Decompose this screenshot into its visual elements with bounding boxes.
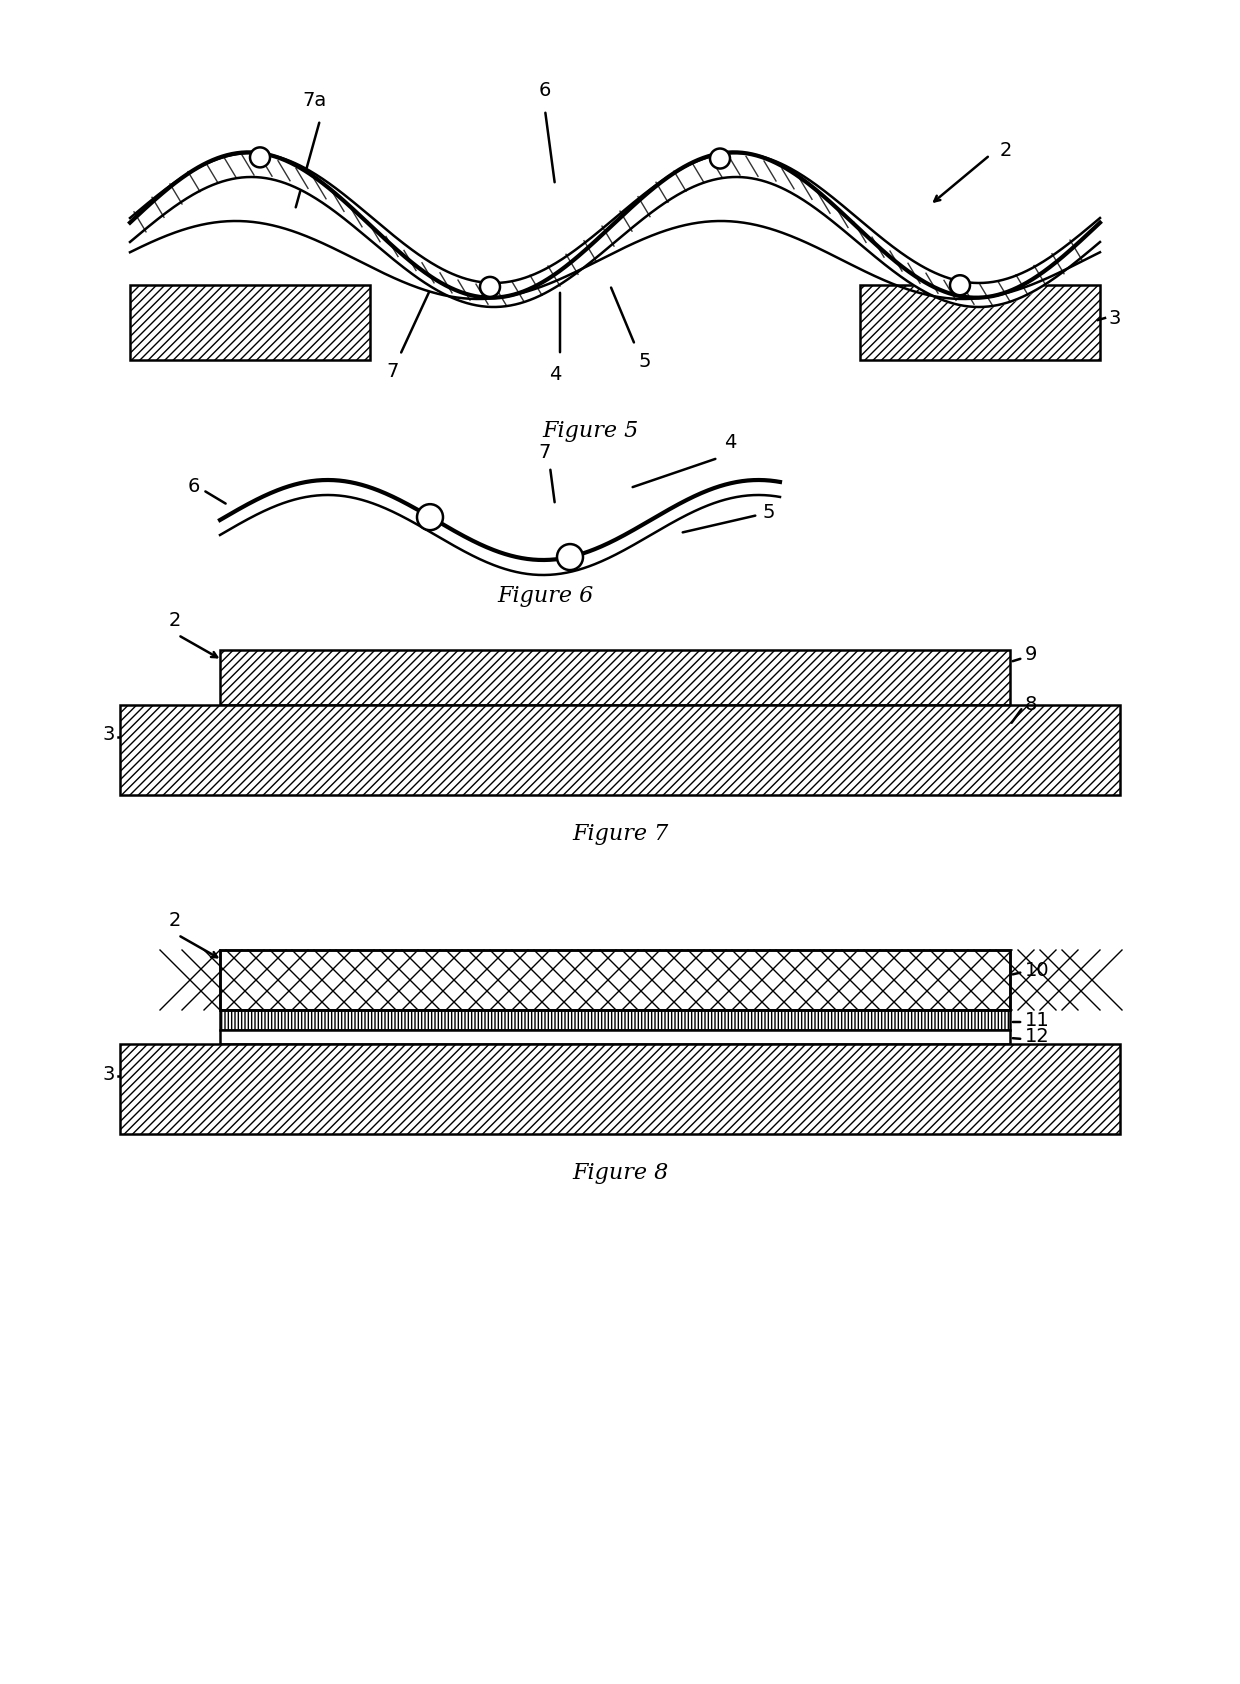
Text: 5: 5 bbox=[639, 352, 651, 370]
Text: 4: 4 bbox=[549, 365, 562, 384]
Bar bbox=[219, 950, 1011, 1010]
Circle shape bbox=[480, 276, 500, 296]
Bar bbox=[861, 285, 1100, 360]
Circle shape bbox=[711, 148, 730, 168]
Text: Figure 7: Figure 7 bbox=[572, 823, 668, 845]
Text: 12: 12 bbox=[1025, 1027, 1050, 1046]
Text: 8: 8 bbox=[1025, 695, 1038, 714]
Text: 4: 4 bbox=[724, 433, 737, 451]
Text: 11: 11 bbox=[1025, 1010, 1050, 1029]
Bar bbox=[219, 1010, 1011, 1031]
Text: 5: 5 bbox=[763, 502, 775, 522]
Bar bbox=[861, 285, 1100, 360]
Bar bbox=[130, 285, 370, 360]
Bar bbox=[219, 650, 1011, 706]
Text: Figure 5: Figure 5 bbox=[542, 419, 639, 441]
Circle shape bbox=[250, 148, 270, 167]
Text: 3: 3 bbox=[1109, 308, 1121, 327]
Text: 2: 2 bbox=[169, 911, 181, 930]
Text: 6: 6 bbox=[539, 81, 552, 99]
Bar bbox=[219, 950, 1011, 1010]
Text: 3: 3 bbox=[103, 726, 115, 744]
Circle shape bbox=[557, 544, 583, 571]
Bar bbox=[219, 1031, 1011, 1044]
Text: Figure 8: Figure 8 bbox=[572, 1162, 668, 1184]
Circle shape bbox=[417, 504, 443, 530]
Text: 2: 2 bbox=[169, 611, 181, 630]
Text: 10: 10 bbox=[1025, 960, 1049, 980]
Bar bbox=[219, 950, 1011, 1010]
Text: 7: 7 bbox=[387, 362, 399, 381]
Bar bbox=[120, 706, 1120, 795]
Bar bbox=[219, 650, 1011, 706]
Bar bbox=[120, 706, 1120, 795]
Bar bbox=[120, 1044, 1120, 1133]
Text: Figure 6: Figure 6 bbox=[497, 584, 593, 606]
Bar bbox=[120, 1044, 1120, 1133]
Bar bbox=[219, 1010, 1011, 1031]
Text: 3: 3 bbox=[103, 1064, 115, 1083]
Text: 7: 7 bbox=[539, 443, 552, 461]
Text: 2: 2 bbox=[999, 140, 1012, 160]
Text: 6: 6 bbox=[187, 478, 200, 497]
Bar bbox=[130, 285, 370, 360]
Text: 7a: 7a bbox=[303, 91, 327, 109]
Circle shape bbox=[950, 274, 970, 295]
Text: 9: 9 bbox=[1025, 645, 1038, 665]
